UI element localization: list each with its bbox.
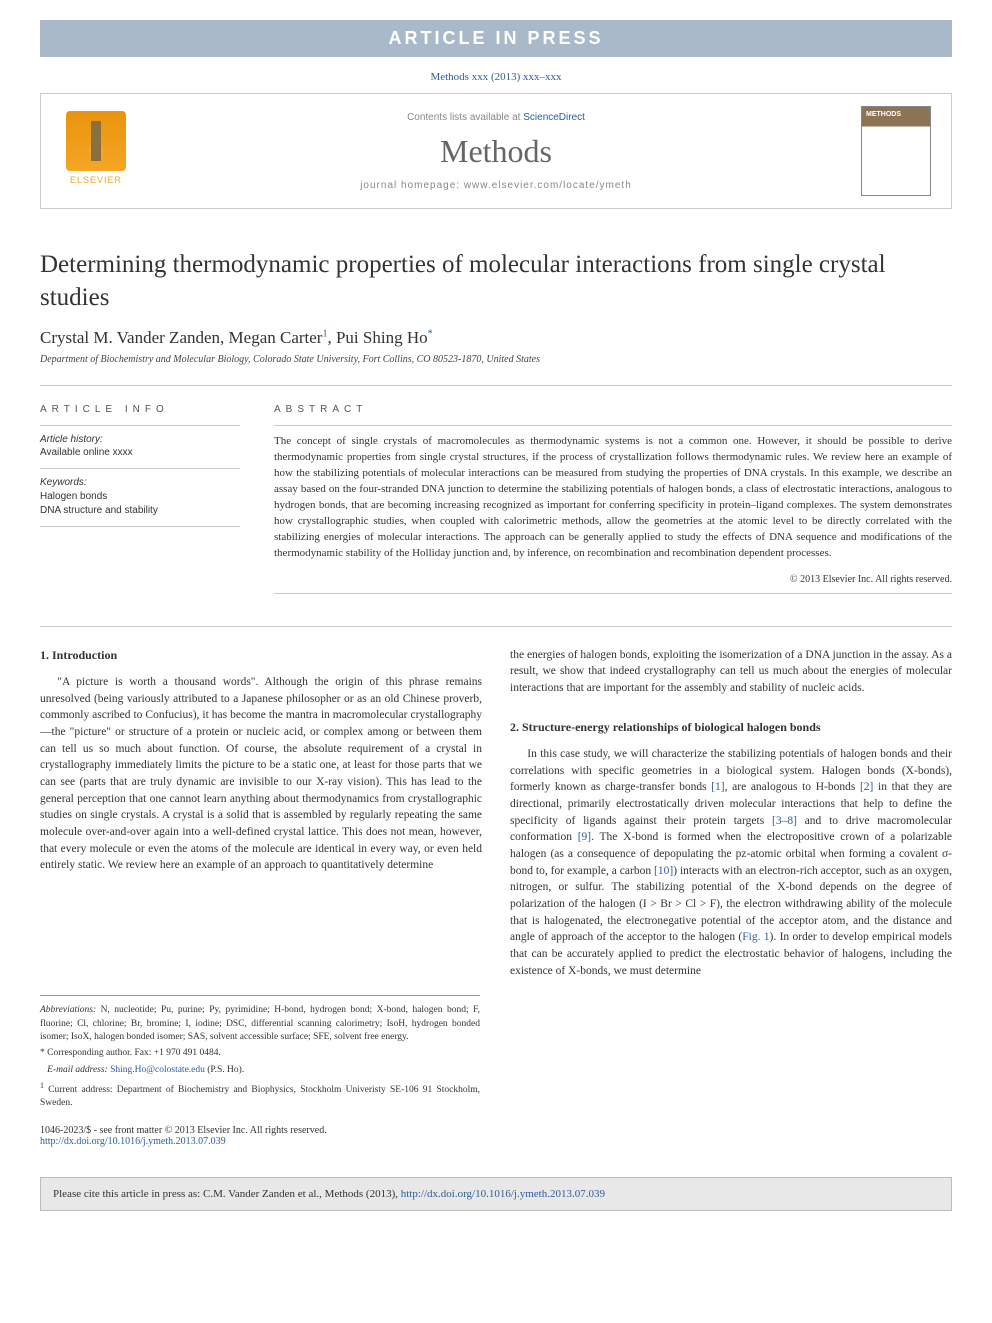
divider-top xyxy=(40,385,952,386)
note1-text: Current address: Department of Biochemis… xyxy=(40,1085,480,1108)
author-names-2: , Pui Shing Ho xyxy=(327,328,427,347)
section-1-heading: 1. Introduction xyxy=(40,647,482,664)
journal-header: ELSEVIER Contents lists available at Sci… xyxy=(40,93,952,209)
doi-link[interactable]: http://dx.doi.org/10.1016/j.ymeth.2013.0… xyxy=(40,1136,226,1147)
homepage-url[interactable]: www.elsevier.com/locate/ymeth xyxy=(464,180,632,191)
email-footnote: E-mail address: Shing.Ho@colostate.edu (… xyxy=(40,1064,480,1077)
authors-line: Crystal M. Vander Zanden, Megan Carter1,… xyxy=(40,328,952,348)
address-footnote: 1 Current address: Department of Biochem… xyxy=(40,1080,480,1111)
citebox-prefix: Please cite this article in press as: C.… xyxy=(53,1188,401,1200)
s2-text-b: , are analogous to H-bonds xyxy=(725,781,860,793)
abstract-block: ABSTRACT The concept of single crystals … xyxy=(274,404,952,602)
keyword-item: DNA structure and stability xyxy=(40,504,240,518)
email-label: E-mail address: xyxy=(47,1065,110,1075)
journal-cover-thumbnail xyxy=(861,106,931,196)
ref-link-1[interactable]: [1] xyxy=(711,781,724,793)
issn-line: 1046-2023/$ - see front matter © 2013 El… xyxy=(40,1125,952,1136)
keyword-item: Halogen bonds xyxy=(40,490,240,504)
body-columns: 1. Introduction "A picture is worth a th… xyxy=(40,647,952,980)
email-suffix: (P.S. Ho). xyxy=(205,1065,244,1075)
contents-prefix: Contents lists available at xyxy=(407,112,523,123)
section-1-para-1: "A picture is worth a thousand words". A… xyxy=(40,674,482,874)
homepage-line: journal homepage: www.elsevier.com/locat… xyxy=(131,180,861,191)
in-press-banner: ARTICLE IN PRESS xyxy=(40,20,952,57)
article-title: Determining thermodynamic properties of … xyxy=(40,249,952,314)
left-column: 1. Introduction "A picture is worth a th… xyxy=(40,647,482,980)
homepage-prefix: journal homepage: xyxy=(360,180,464,191)
article-info-heading: ARTICLE INFO xyxy=(40,404,240,415)
keywords-label: Keywords: xyxy=(40,477,240,488)
sciencedirect-link[interactable]: ScienceDirect xyxy=(523,112,585,123)
ref-link-10[interactable]: [10] xyxy=(654,865,673,877)
ref-link-9[interactable]: [9] xyxy=(578,831,591,843)
abstract-text: The concept of single crystals of macrom… xyxy=(274,434,952,562)
fig-link-1[interactable]: Fig. 1 xyxy=(742,931,769,943)
citation-top: Methods xxx (2013) xxx–xxx xyxy=(0,65,992,89)
email-link[interactable]: Shing.Ho@colostate.edu xyxy=(110,1065,205,1075)
corr-text: Corresponding author. Fax: +1 970 491 04… xyxy=(45,1048,221,1058)
abstract-heading: ABSTRACT xyxy=(274,404,952,415)
elsevier-tree-icon xyxy=(66,111,126,171)
abstract-copyright: © 2013 Elsevier Inc. All rights reserved… xyxy=(274,574,952,585)
author-names-1: Crystal M. Vander Zanden, Megan Carter xyxy=(40,328,322,347)
abbreviations-footnote: Abbreviations: N, nucleotide; Pu, purine… xyxy=(40,1004,480,1044)
citation-box: Please cite this article in press as: C.… xyxy=(40,1177,952,1211)
ref-link-3-8[interactable]: [3–8] xyxy=(772,815,797,827)
elsevier-logo: ELSEVIER xyxy=(61,111,131,191)
journal-name: Methods xyxy=(131,133,861,170)
article-info-block: ARTICLE INFO Article history: Available … xyxy=(40,404,240,602)
section-1-para-1-cont: the energies of halogen bonds, exploitin… xyxy=(510,647,952,697)
divider-mid xyxy=(40,626,952,627)
citebox-doi-link[interactable]: http://dx.doi.org/10.1016/j.ymeth.2013.0… xyxy=(401,1188,605,1200)
author-corr-mark[interactable]: * xyxy=(428,328,433,339)
history-label: Article history: xyxy=(40,434,240,445)
section-2-para-1: In this case study, we will characterize… xyxy=(510,746,952,979)
corresponding-footnote: * Corresponding author. Fax: +1 970 491 … xyxy=(40,1047,480,1060)
bottom-metadata: 1046-2023/$ - see front matter © 2013 El… xyxy=(40,1125,952,1147)
abbrev-label: Abbreviations: xyxy=(40,1005,96,1015)
footnotes-block: Abbreviations: N, nucleotide; Pu, purine… xyxy=(40,995,480,1110)
elsevier-text: ELSEVIER xyxy=(70,175,122,185)
history-value: Available online xxxx xyxy=(40,447,240,458)
ref-link-2[interactable]: [2] xyxy=(860,781,873,793)
contents-line: Contents lists available at ScienceDirec… xyxy=(131,112,861,123)
abbrev-text: N, nucleotide; Pu, purine; Py, pyrimidin… xyxy=(40,1005,480,1042)
affiliation: Department of Biochemistry and Molecular… xyxy=(40,354,952,365)
right-column: the energies of halogen bonds, exploitin… xyxy=(510,647,952,980)
section-2-heading: 2. Structure-energy relationships of bio… xyxy=(510,719,952,736)
citation-top-link[interactable]: Methods xxx (2013) xxx–xxx xyxy=(430,71,561,83)
